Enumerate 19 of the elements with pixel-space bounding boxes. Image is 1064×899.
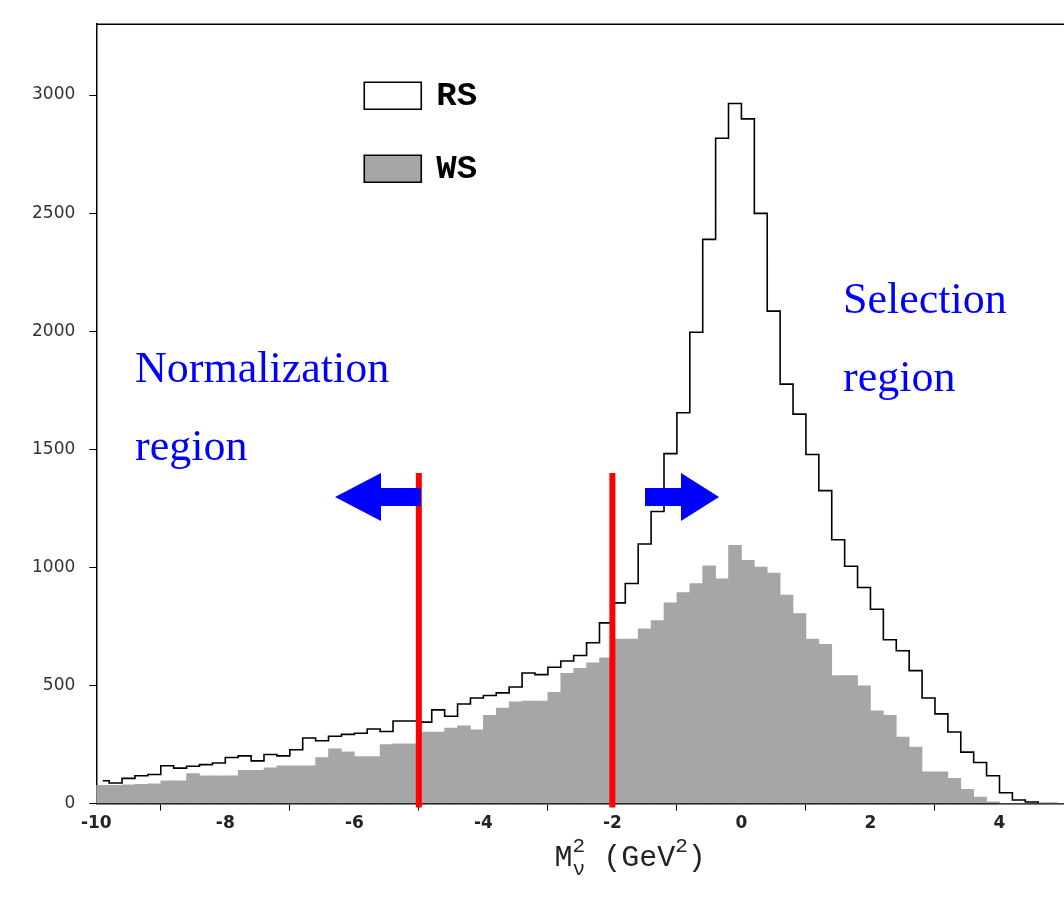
y-tick-label: 500	[42, 673, 76, 694]
y-tick-label: 3000	[32, 83, 76, 104]
y-tick-label: 1500	[32, 437, 76, 458]
legend-label: RS	[436, 76, 478, 115]
annotation: Normalization region	[135, 343, 390, 470]
y-tick-label: 2000	[32, 319, 76, 340]
x-tick-label: 0	[735, 812, 748, 833]
x-tick-label: -2	[602, 812, 622, 833]
y-tick-label: 0	[64, 792, 76, 813]
x-tick-label: -6	[344, 812, 364, 833]
x-tick-label: -4	[473, 812, 493, 833]
y-tick-label: 2500	[32, 201, 76, 222]
annotation: Selection region	[843, 274, 1007, 401]
y-tick-label: 1000	[32, 555, 76, 576]
x-tick-label: -10	[80, 812, 112, 833]
x-tick-label: 2	[864, 812, 877, 833]
x-tick-label: -8	[215, 812, 235, 833]
legend-label: WS	[436, 149, 478, 188]
x-tick-label: 4	[993, 812, 1006, 833]
